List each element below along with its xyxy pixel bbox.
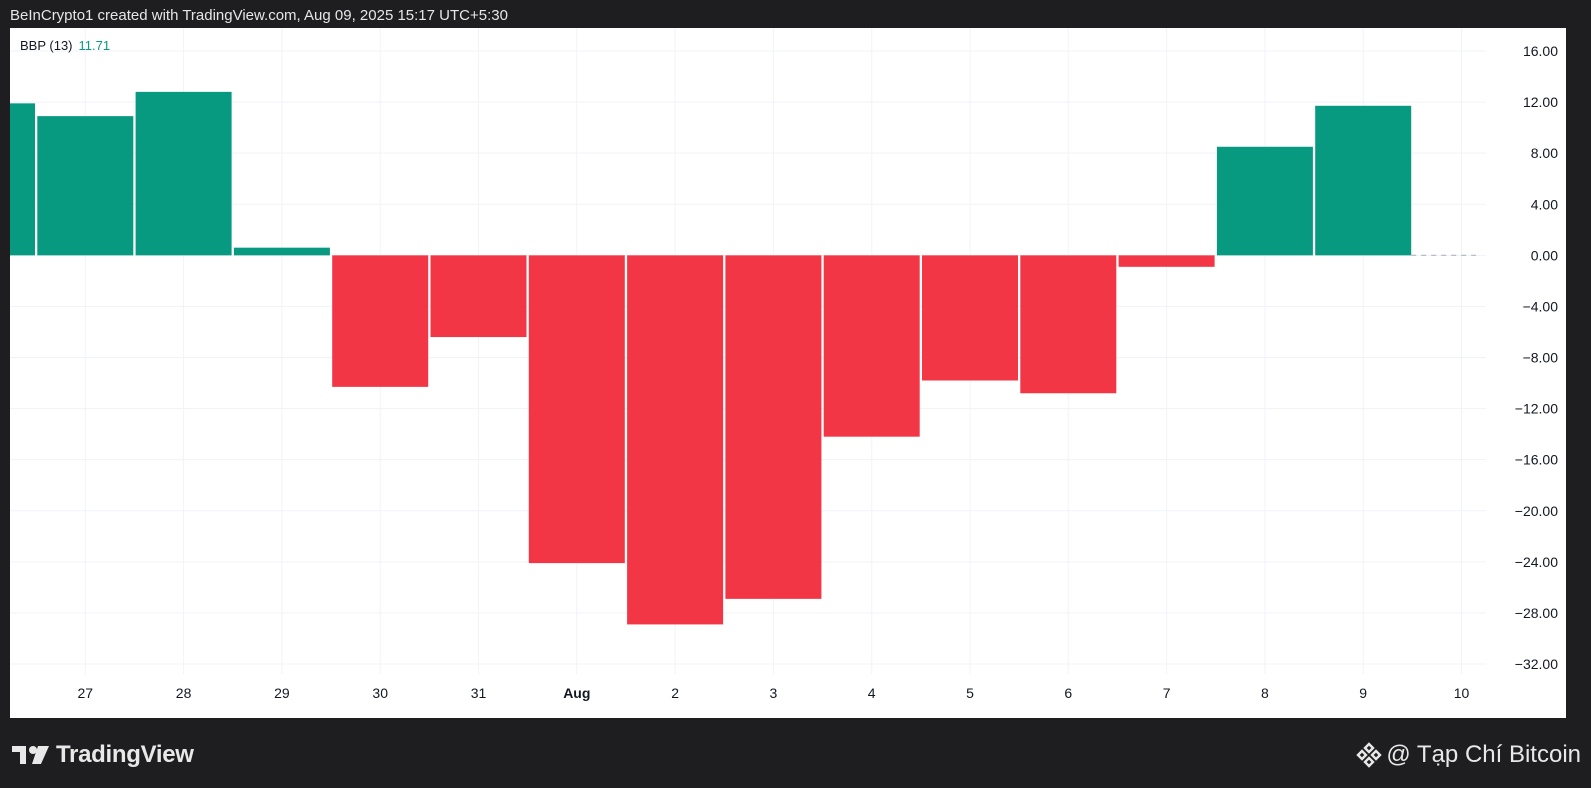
indicator-name: BBP (13) — [20, 38, 73, 53]
credit-watermark: @ Tạp Chí Bitcoin — [1356, 740, 1581, 770]
x-tick-label: 6 — [1064, 685, 1072, 701]
bar-4 — [823, 255, 920, 437]
bar-3 — [725, 255, 822, 599]
bar-9 — [1315, 105, 1412, 256]
x-tick-label: 5 — [966, 685, 974, 701]
bar-2 — [627, 255, 724, 625]
x-tick-label: 10 — [1454, 685, 1470, 701]
bar-8 — [1216, 146, 1313, 256]
x-tick-label: 30 — [372, 685, 388, 701]
y-tick-label: 4.00 — [1531, 196, 1558, 212]
y-tick-label: 12.00 — [1523, 94, 1558, 110]
binance-diamond-icon — [1356, 742, 1383, 768]
y-tick-label: −12.00 — [1515, 401, 1558, 417]
y-tick-label: −8.00 — [1523, 350, 1559, 366]
y-tick-label: −32.00 — [1515, 656, 1558, 672]
x-tick-label: Aug — [563, 685, 590, 701]
bar-5 — [922, 255, 1018, 381]
bars-group — [10, 91, 1412, 625]
x-tick-label: 2 — [671, 685, 679, 701]
y-tick-label: 16.00 — [1523, 43, 1558, 59]
y-tick-label: −28.00 — [1515, 605, 1558, 621]
x-tick-label: 4 — [868, 685, 876, 701]
bar-27 — [37, 116, 134, 256]
x-tick-label: 29 — [274, 685, 290, 701]
tradingview-brand: TradingView — [56, 741, 194, 768]
x-tick-label: 3 — [770, 685, 778, 701]
y-tick-label: −4.00 — [1523, 298, 1559, 314]
x-tick-label: 7 — [1163, 685, 1171, 701]
bar-31 — [430, 255, 527, 338]
bar-6 — [1020, 255, 1117, 394]
chart-attribution: BeInCrypto1 created with TradingView.com… — [10, 7, 508, 24]
indicator-value: 11.71 — [78, 38, 111, 53]
indicator-legend[interactable]: BBP (13) 11.71 — [20, 38, 110, 53]
bar-28 — [135, 91, 232, 256]
tradingview-logo[interactable]: TradingView — [12, 740, 194, 770]
y-tick-label: −24.00 — [1515, 554, 1558, 570]
credit-text: @ Tạp Chí Bitcoin — [1386, 741, 1581, 768]
bar-29 — [233, 247, 330, 256]
tradingview-logo-icon — [12, 746, 49, 764]
x-tick-label: 27 — [78, 685, 94, 701]
y-tick-label: −16.00 — [1515, 452, 1558, 468]
chart-panel: 16.00 12.00 8.00 4.00 0.00 −4.00 −8.00 −12.00 −1… — [10, 28, 1566, 718]
bbp-chart: 16.00 12.00 8.00 4.00 0.00 −4.00 −8.00 −12.00 −1… — [10, 28, 1559, 701]
y-tick-label: −20.00 — [1515, 503, 1558, 519]
bar-Aug — [528, 255, 625, 564]
bar-30 — [332, 255, 429, 387]
y-tick-label: 0.00 — [1531, 247, 1558, 263]
x-tick-label: 31 — [471, 685, 487, 701]
x-tick-label: 8 — [1261, 685, 1269, 701]
x-tick-label: 9 — [1359, 685, 1367, 701]
x-tick-label: 28 — [176, 685, 192, 701]
bar-7 — [1118, 255, 1215, 267]
bar-26 — [10, 103, 35, 256]
y-tick-label: 8.00 — [1531, 145, 1558, 161]
